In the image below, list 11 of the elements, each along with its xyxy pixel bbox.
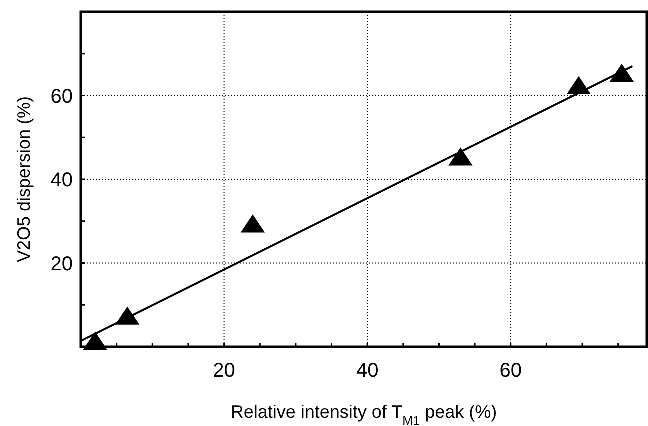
y-tick-label: 60	[50, 86, 73, 108]
y-axis-title: V2O5 dispersion (%)	[14, 96, 34, 263]
y-tick-label: 20	[50, 253, 73, 276]
x-tick-label: 40	[356, 360, 379, 382]
point	[448, 148, 473, 166]
x-tick-label: 20	[213, 360, 236, 382]
x-axis-title: Relative intensity of T$_{M1}$ peak (%)	[230, 402, 498, 426]
x-tick-label: 60	[500, 360, 522, 382]
point	[83, 332, 108, 350]
y-tick-label: 40	[50, 170, 73, 192]
point	[240, 214, 266, 233]
